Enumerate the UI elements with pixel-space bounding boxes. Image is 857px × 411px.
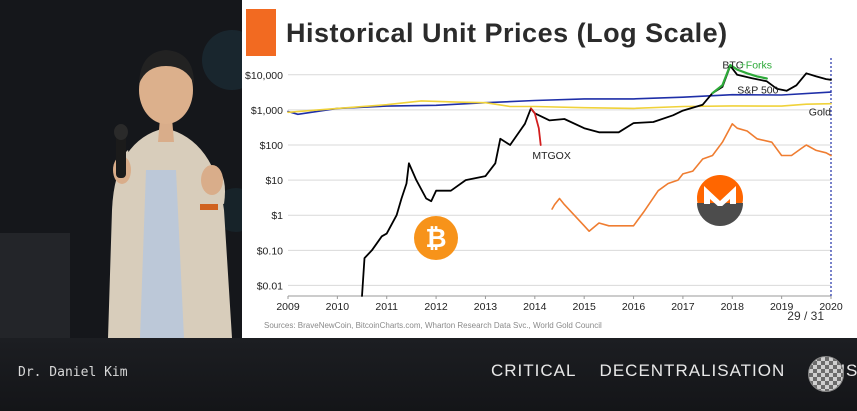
series-line-gold bbox=[287, 100, 832, 114]
presenter-name: Dr. Daniel Kim bbox=[18, 365, 128, 380]
chart-axis-ticks: $0.01 $0.10 $1 $10 $100 $1,000 $10,000 2009 2010… bbox=[245, 70, 843, 313]
y-tick-label: $0.01 bbox=[257, 280, 283, 292]
x-tick-label: 2019 bbox=[770, 301, 794, 313]
x-tick-label: 2017 bbox=[671, 301, 695, 313]
price-chart: $0.01 $0.10 $1 $10 $100 $1,000 $10,000 2009 2010… bbox=[245, 58, 843, 313]
btc-label: BTC bbox=[722, 60, 743, 72]
x-tick-label: 2010 bbox=[326, 301, 350, 313]
series-line-btc bbox=[361, 64, 832, 297]
bitcoin-logo: ₿ bbox=[414, 216, 458, 260]
y-tick-label: $100 bbox=[260, 140, 284, 152]
gold-label: Gold bbox=[809, 106, 831, 118]
x-tick-label: 2018 bbox=[721, 301, 745, 313]
forks-label: +Forks bbox=[740, 60, 772, 72]
series-line-mtgox bbox=[530, 107, 542, 146]
y-tick-label: $1,000 bbox=[251, 105, 283, 117]
event-title: CRITICAL DECENTRALISATION CLUSTER bbox=[491, 361, 857, 380]
x-tick-label: 2013 bbox=[474, 301, 498, 313]
x-tick-label: 2020 bbox=[819, 301, 843, 313]
slide-page-indicator: 29 / 31 bbox=[787, 309, 824, 323]
lower-third-bar: Dr. Daniel Kim CRITICAL DECENTRALISATION… bbox=[0, 338, 857, 411]
slide-accent-bar bbox=[246, 9, 276, 56]
chart-series bbox=[287, 63, 832, 297]
y-tick-label: $0.10 bbox=[257, 245, 283, 257]
presentation-slide: Historical Unit Prices (Log Scale) $0.01… bbox=[242, 0, 857, 338]
x-tick-label: 2016 bbox=[622, 301, 646, 313]
x-tick-label: 2011 bbox=[375, 301, 398, 313]
chart-annotations: BTC+Forks S&P 500 Gold MTGOX bbox=[532, 60, 831, 162]
x-tick-label: 2014 bbox=[523, 301, 547, 313]
chart-grid bbox=[288, 58, 832, 297]
speaker-figure bbox=[0, 0, 242, 338]
x-tick-label: 2015 bbox=[573, 301, 597, 313]
x-tick-label: 2009 bbox=[276, 301, 300, 313]
mtgox-label: MTGOX bbox=[532, 150, 571, 162]
series-line-xmr bbox=[551, 123, 832, 232]
series-line-forks bbox=[711, 63, 768, 95]
svg-text:₿: ₿ bbox=[425, 224, 446, 254]
monero-logo bbox=[697, 175, 743, 226]
y-tick-label: $1 bbox=[271, 210, 283, 222]
channel-avatar[interactable] bbox=[808, 356, 844, 392]
y-tick-label: $10 bbox=[265, 175, 283, 187]
x-tick-label: 2012 bbox=[424, 301, 448, 313]
slide-title: Historical Unit Prices (Log Scale) bbox=[286, 18, 728, 48]
speaker-video bbox=[0, 0, 242, 338]
sp500-label: S&P 500 bbox=[737, 85, 778, 97]
y-tick-label: $10,000 bbox=[245, 70, 283, 82]
chart-source-note: Sources: BraveNewCoin, BitcoinCharts.com… bbox=[264, 321, 602, 330]
video-frame: Historical Unit Prices (Log Scale) $0.01… bbox=[0, 0, 857, 338]
